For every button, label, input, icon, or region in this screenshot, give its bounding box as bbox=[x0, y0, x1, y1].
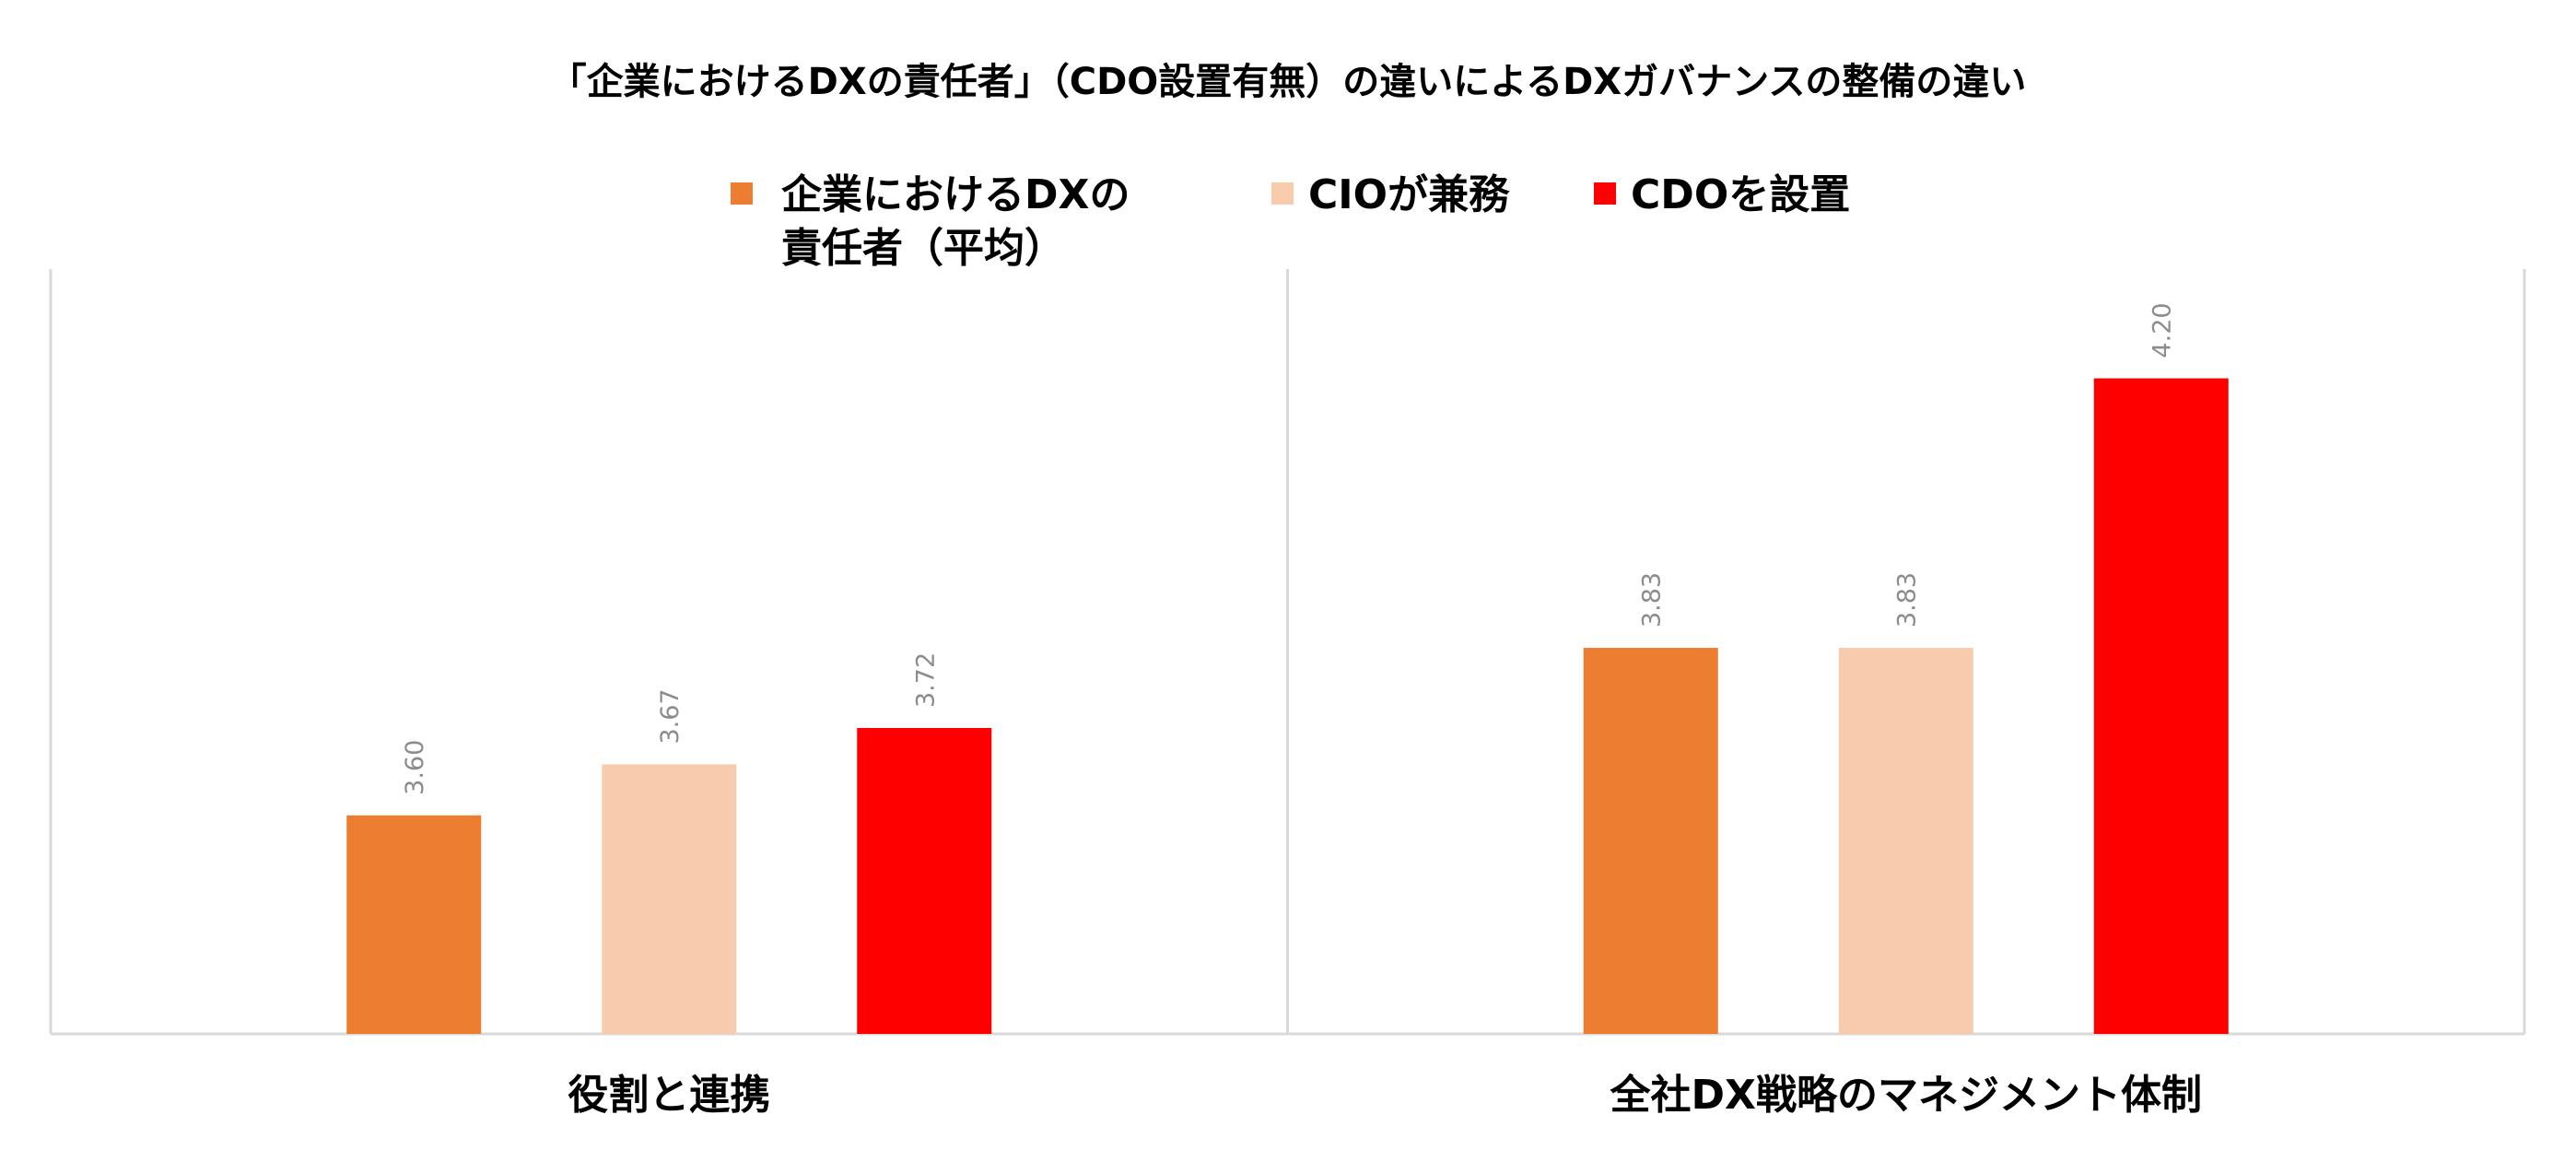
bar-1-series-3 bbox=[857, 728, 992, 1034]
category-labels: 役割と連携 全社DX戦略のマネジメント体制 bbox=[568, 1072, 2202, 1119]
bars bbox=[346, 378, 2229, 1035]
data-label-2-2: 3.83 bbox=[1893, 572, 1922, 628]
legend-label-3: CDOを設置 bbox=[1631, 171, 1850, 218]
bar-2-series-1 bbox=[1583, 648, 1718, 1034]
category-label-2: 全社DX戦略のマネジメント体制 bbox=[1610, 1072, 2202, 1119]
legend-swatch-2 bbox=[1271, 182, 1294, 205]
bar-1-series-2 bbox=[602, 764, 737, 1034]
data-label-2-3: 4.20 bbox=[2149, 302, 2177, 358]
legend-label-2: CIOが兼務 bbox=[1308, 171, 1510, 218]
bar-2-series-2 bbox=[1838, 648, 1973, 1034]
legend: 企業におけるDXの責任者（平均） CIOが兼務 CDOを設置 bbox=[731, 171, 1850, 272]
chart-title: 「企業におけるDXの責任者」（CDO設置有無）の違いによるDXガバナンスの整備の… bbox=[550, 61, 2027, 103]
legend-label-1-line-2: 責任者（平均） bbox=[781, 225, 1065, 272]
bar-2-series-3 bbox=[2093, 378, 2229, 1035]
data-label-1-3: 3.72 bbox=[911, 652, 940, 708]
legend-label-1-line-1: 企業におけるDXの bbox=[781, 171, 1130, 218]
data-label-1-2: 3.67 bbox=[656, 688, 685, 744]
data-label-1-1: 3.60 bbox=[401, 740, 429, 795]
bar-1-series-1 bbox=[346, 815, 482, 1034]
data-labels: 3.60 3.67 3.72 3.83 3.83 4.20 bbox=[401, 302, 2177, 794]
data-label-2-1: 3.83 bbox=[1638, 572, 1667, 628]
legend-swatch-3 bbox=[1594, 182, 1616, 205]
category-label-1: 役割と連携 bbox=[568, 1072, 770, 1119]
legend-swatch-1 bbox=[731, 182, 753, 205]
